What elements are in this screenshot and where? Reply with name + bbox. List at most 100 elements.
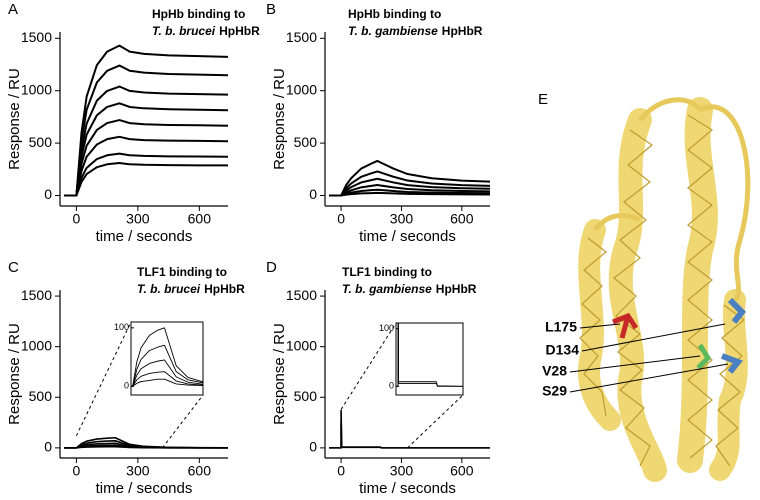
- loop: [698, 104, 751, 302]
- y-tick-label: 1000: [286, 81, 317, 97]
- y-axis-label: Response / RU: [6, 323, 23, 425]
- inset-y-tick-label: 0: [124, 381, 129, 391]
- line-series: [64, 102, 228, 197]
- chart-title: T. b. gambiense HpHbR: [342, 282, 477, 296]
- helix-turns: [715, 304, 745, 467]
- title-species: T. b. brucei: [152, 24, 216, 38]
- label-line: [581, 323, 726, 352]
- chart-title: TLF1 binding to: [137, 265, 227, 279]
- title-receptor: HpHbR: [442, 24, 483, 38]
- y-tick-label: 1500: [21, 29, 52, 45]
- chart-title: HpHb binding to: [152, 7, 245, 21]
- residue-label: L175: [545, 319, 577, 335]
- chart-title: T. b. gambiense HpHbR: [348, 24, 483, 38]
- title-species: T. b. brucei: [137, 282, 201, 296]
- panel-label: E: [538, 91, 548, 108]
- chart-title: T. b. brucei HpHbR: [137, 282, 245, 296]
- line-series: [131, 327, 203, 387]
- label-line: [579, 323, 621, 329]
- line-series: [64, 445, 228, 449]
- inset-frame: [395, 322, 464, 396]
- line-series: [329, 177, 490, 197]
- y-tick-label: 1000: [21, 81, 52, 97]
- y-tick-label: 1000: [286, 337, 317, 353]
- zoom-guide: [407, 394, 464, 449]
- loop: [638, 97, 703, 122]
- x-tick-label: 300: [126, 211, 150, 227]
- label-line: [569, 363, 729, 393]
- line-series: [329, 191, 490, 197]
- title-receptor: HpHbR: [219, 24, 260, 38]
- line-series: [396, 323, 463, 387]
- y-tick-label: 0: [309, 186, 317, 202]
- x-tick-label: 300: [390, 463, 414, 479]
- helix: [578, 219, 621, 431]
- residue-label: V28: [542, 363, 567, 379]
- line-series: [329, 421, 490, 449]
- x-tick-label: 0: [337, 463, 345, 479]
- x-tick-label: 600: [188, 463, 212, 479]
- x-tick-label: 600: [188, 211, 212, 227]
- line-series: [64, 162, 228, 197]
- residue-sticks: [720, 297, 747, 374]
- residue-sticks: [696, 343, 712, 370]
- loop: [593, 213, 642, 232]
- chart-title: HpHb binding to: [348, 7, 441, 21]
- y-tick-label: 1500: [21, 287, 52, 303]
- residue-label: S29: [542, 383, 567, 399]
- residue-sticks: [612, 312, 639, 339]
- chart-panel: D TLF1 binding to T. b. gambiense HpHbR 0 500…: [266, 259, 490, 497]
- chart-panel: C TLF1 binding to T. b. brucei HpHbR 0 500 100…: [6, 259, 245, 497]
- panel-label: B: [266, 1, 276, 18]
- title-receptor: HpHbR: [436, 282, 477, 296]
- line-series: [131, 359, 203, 387]
- y-tick-label: 500: [294, 134, 318, 150]
- x-tick-label: 300: [126, 463, 150, 479]
- y-axis-label: Response / RU: [271, 68, 288, 170]
- zoom-guide: [340, 322, 397, 410]
- x-axis-label: time / seconds: [96, 228, 193, 245]
- line-series: [64, 119, 228, 197]
- line-series: [329, 409, 490, 449]
- helix-turns: [579, 237, 607, 417]
- x-axis-label: time / seconds: [359, 480, 456, 495]
- title-species: T. b. gambiense: [342, 282, 432, 296]
- line-series: [64, 135, 228, 197]
- residue-label: D134: [546, 342, 580, 358]
- chart-panel: A HpHb binding to T. b. brucei HpHbR 0 500 100…: [6, 1, 260, 245]
- x-tick-label: 600: [450, 211, 474, 227]
- helix: [709, 289, 748, 481]
- x-axis-label: time / seconds: [359, 228, 456, 245]
- y-tick-label: 500: [29, 134, 53, 150]
- line-series: [64, 152, 228, 197]
- zoom-guide: [162, 394, 204, 449]
- panel-label: C: [8, 259, 19, 276]
- chart-panel: B HpHb binding to T. b. gambiense HpHbR 0 500…: [266, 1, 490, 245]
- chart-title: T. b. brucei HpHbR: [152, 24, 260, 38]
- y-tick-label: 1500: [286, 29, 317, 45]
- x-axis-label: time / seconds: [96, 480, 193, 495]
- x-tick-label: 0: [72, 463, 80, 479]
- y-tick-label: 0: [44, 439, 52, 455]
- x-tick-label: 600: [450, 463, 474, 479]
- panel-label: A: [8, 1, 18, 18]
- inset-y-tick-label: 0: [389, 381, 394, 391]
- line-series: [131, 371, 203, 387]
- inset-y-tick-label: 100: [114, 322, 129, 332]
- x-tick-label: 0: [337, 211, 345, 227]
- structure-panel: E L175 D134 V28 S29: [538, 91, 751, 482]
- line-series: [329, 170, 490, 197]
- title-receptor: HpHbR: [204, 282, 245, 296]
- chart-title: TLF1 binding to: [342, 265, 432, 279]
- inset-y-tick-label: 100: [379, 323, 394, 333]
- y-tick-label: 500: [29, 388, 53, 404]
- helix-turns: [613, 129, 653, 467]
- line-series: [329, 184, 490, 197]
- zoom-guide: [75, 321, 132, 436]
- y-tick-label: 1000: [21, 337, 52, 353]
- x-tick-label: 0: [72, 211, 80, 227]
- y-tick-label: 500: [294, 388, 318, 404]
- x-tick-label: 300: [390, 211, 414, 227]
- y-tick-label: 0: [44, 186, 52, 202]
